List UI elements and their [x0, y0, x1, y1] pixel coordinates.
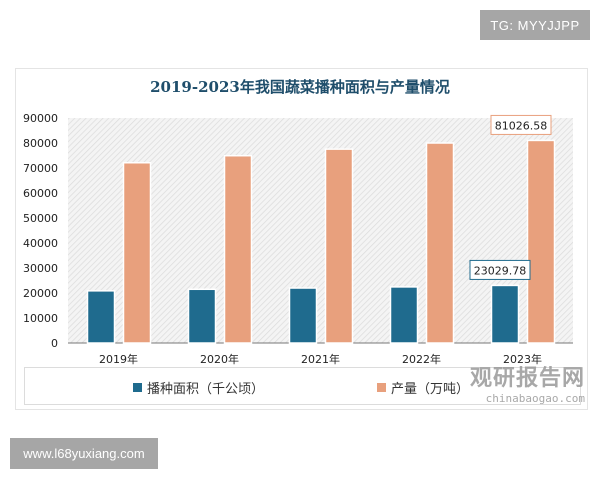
chart-title: 2019-2023年我国蔬菜播种面积与产量情况	[150, 78, 450, 96]
y-tick-label: 0	[51, 337, 58, 350]
bar-area	[389, 286, 419, 344]
legend-swatch	[377, 383, 386, 392]
legend-label: 播种面积（千公顷）	[147, 382, 265, 397]
site-badge: www.l68yuxiang.com	[10, 438, 158, 469]
data-label-box	[490, 114, 552, 135]
watermark-cn: 观研报告网	[470, 366, 586, 391]
bar-output	[425, 142, 455, 344]
bar-output	[324, 148, 354, 344]
legend-item-output: 产量（万吨）	[377, 378, 469, 397]
y-tick-label: 30000	[23, 262, 58, 275]
y-tick-label: 80000	[23, 137, 58, 150]
data-label-box	[469, 259, 531, 280]
x-tick-label: 2019年	[99, 352, 138, 366]
y-tick-label: 10000	[23, 312, 58, 325]
legend-label: 产量（万吨）	[391, 382, 470, 397]
y-tick-label: 60000	[23, 187, 58, 200]
y-tick-label: 20000	[23, 287, 58, 300]
bar-output	[122, 161, 152, 344]
y-tick-label: 90000	[23, 112, 58, 125]
legend: 播种面积（千公顷） 产量（万吨）	[24, 367, 581, 405]
bar-area	[288, 287, 318, 344]
data-label: 81026.58	[495, 119, 548, 132]
y-tick-label: 40000	[23, 237, 58, 250]
bar-area	[86, 290, 116, 344]
bar-area	[490, 284, 520, 344]
legend-swatch	[133, 383, 142, 392]
watermark-en: chinabaogao.com	[485, 392, 586, 405]
bar-output	[526, 139, 556, 344]
plot-area	[68, 118, 573, 343]
watermark: 观研报告网 chinabaogao.com	[470, 360, 585, 405]
x-tick-label: 2022年	[402, 352, 441, 366]
x-tick-label: 2023年	[503, 352, 542, 366]
bar-area	[187, 288, 217, 344]
telegram-badge: TG: MYYJJPP	[480, 10, 590, 40]
x-tick-label: 2021年	[301, 352, 340, 366]
y-tick-label: 70000	[23, 162, 58, 175]
y-tick-label: 50000	[23, 212, 58, 225]
data-label: 23029.78	[474, 264, 527, 277]
bar-output	[223, 154, 253, 344]
legend-item-area: 播种面积（千公顷）	[133, 378, 264, 397]
chart-frame	[15, 68, 588, 410]
x-tick-label: 2020年	[200, 352, 239, 366]
